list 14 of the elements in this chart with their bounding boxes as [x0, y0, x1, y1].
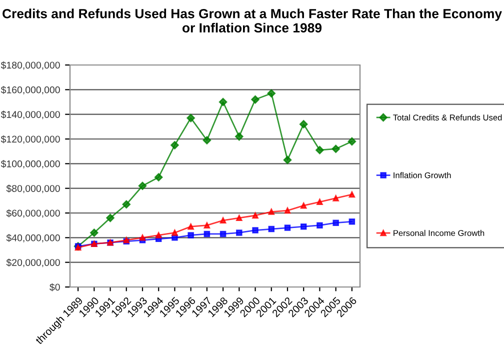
y-tick-label: $160,000,000 [0, 86, 60, 94]
chart-title: Credits and Refunds Used Has Grown at a Much Faster Rate Than the Economy or Inflation Since 1989 [2, 8, 502, 33]
legend-label: Personal Income Growth [394, 230, 484, 236]
y-tick-label: $60,000,000 [6, 209, 60, 218]
y-tick-label: $20,000,000 [6, 258, 60, 268]
y-tick-label: $100,000,000 [0, 160, 60, 168]
y-tick-label: $0 [50, 283, 60, 292]
y-tick-label: $40,000,000 [6, 234, 60, 242]
y-tick-label: $80,000,000 [6, 184, 60, 194]
legend-label: Inflation Growth [394, 172, 451, 178]
y-tick-label: $140,000,000 [0, 110, 60, 120]
y-tick-label: $180,000,000 [0, 61, 60, 70]
legend-label: Total Credits & Refunds Used [393, 114, 502, 120]
y-tick-label: $120,000,000 [0, 135, 60, 144]
